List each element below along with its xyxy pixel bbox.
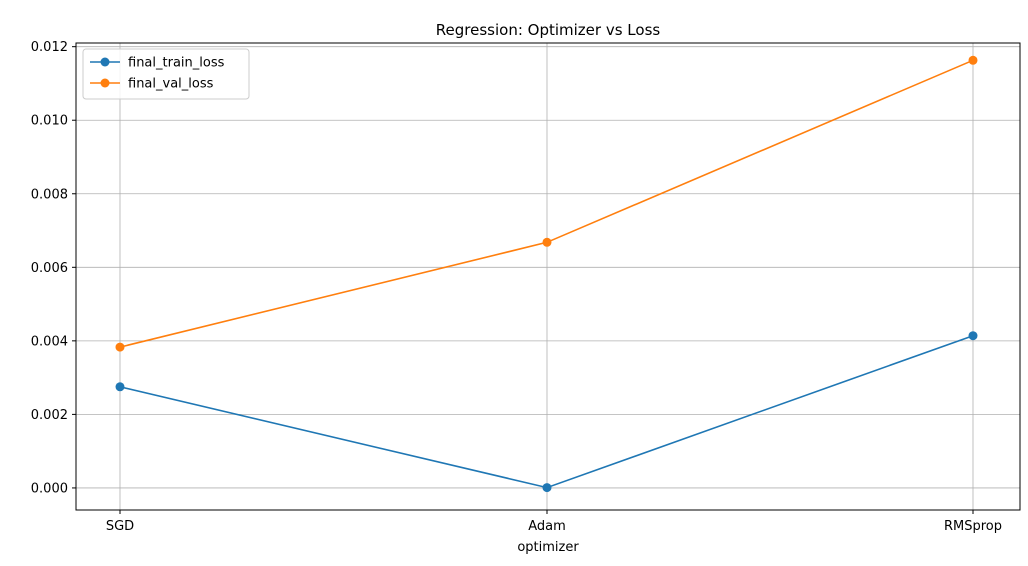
series-final-train-loss: [115, 331, 978, 493]
legend-label: final_train_loss: [128, 56, 225, 71]
legend-item: final_val_loss: [90, 77, 214, 92]
y-tick-label: 0.012: [31, 40, 68, 55]
y-tick-label: 0.000: [31, 481, 68, 496]
legend-item: final_train_loss: [90, 56, 225, 71]
legend-marker: [100, 78, 110, 88]
y-tick-label: 0.008: [31, 187, 68, 202]
legend-label: final_val_loss: [128, 77, 214, 92]
data-point: [968, 55, 978, 65]
grid: [76, 43, 1020, 510]
y-tick-label: 0.002: [31, 408, 68, 423]
legend-marker: [100, 57, 110, 67]
plot-frame: [75, 42, 1021, 511]
series-layer: [115, 55, 978, 493]
x-tick-label: SGD: [106, 519, 134, 534]
y-tick-label: 0.006: [31, 261, 68, 276]
x-tick-label: RMSprop: [944, 519, 1002, 534]
data-point: [968, 331, 978, 341]
data-point: [115, 342, 125, 352]
data-point: [542, 483, 552, 493]
chart-title: Regression: Optimizer vs Loss: [436, 21, 661, 39]
y-tick-label: 0.010: [31, 114, 68, 129]
series-final-val-loss: [115, 55, 978, 352]
legend: final_train_loss final_val_loss: [82, 48, 250, 100]
axes: SGD Adam RMSprop 0.000 0.002 0.004 0.006 0.008 0…: [31, 40, 1002, 534]
y-tick-label: 0.004: [31, 334, 68, 349]
x-tick-label: Adam: [528, 519, 566, 534]
legend-box: [82, 48, 250, 100]
x-axis-label: optimizer: [517, 540, 579, 555]
data-point: [542, 237, 552, 247]
data-point: [115, 382, 125, 392]
